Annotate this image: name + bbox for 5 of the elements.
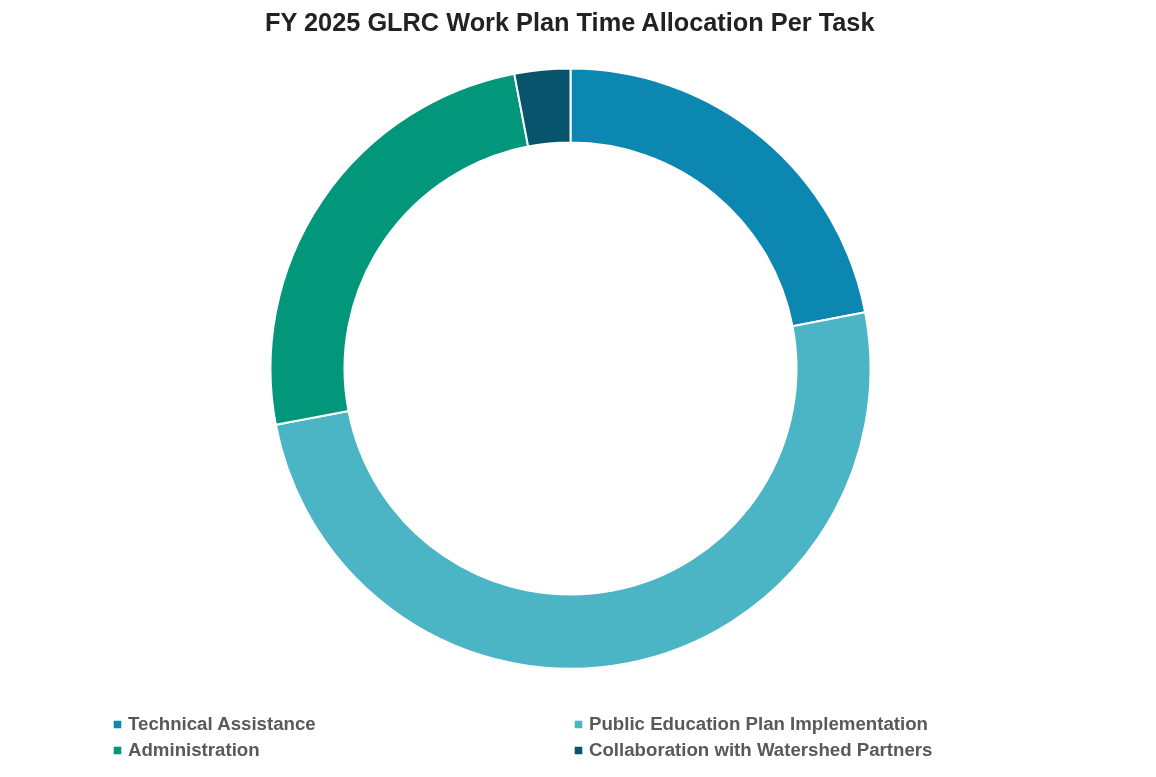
- chart-title: FY 2025 GLRC Work Plan Time Allocation Per Task: [265, 7, 876, 36]
- legend-label: Administration: [128, 739, 261, 761]
- legend-label: Public Education Plan Implementation: [589, 713, 929, 735]
- legend-label: Collaboration with Watershed Partners: [589, 739, 934, 761]
- legend-label: Technical Assistance: [128, 713, 317, 735]
